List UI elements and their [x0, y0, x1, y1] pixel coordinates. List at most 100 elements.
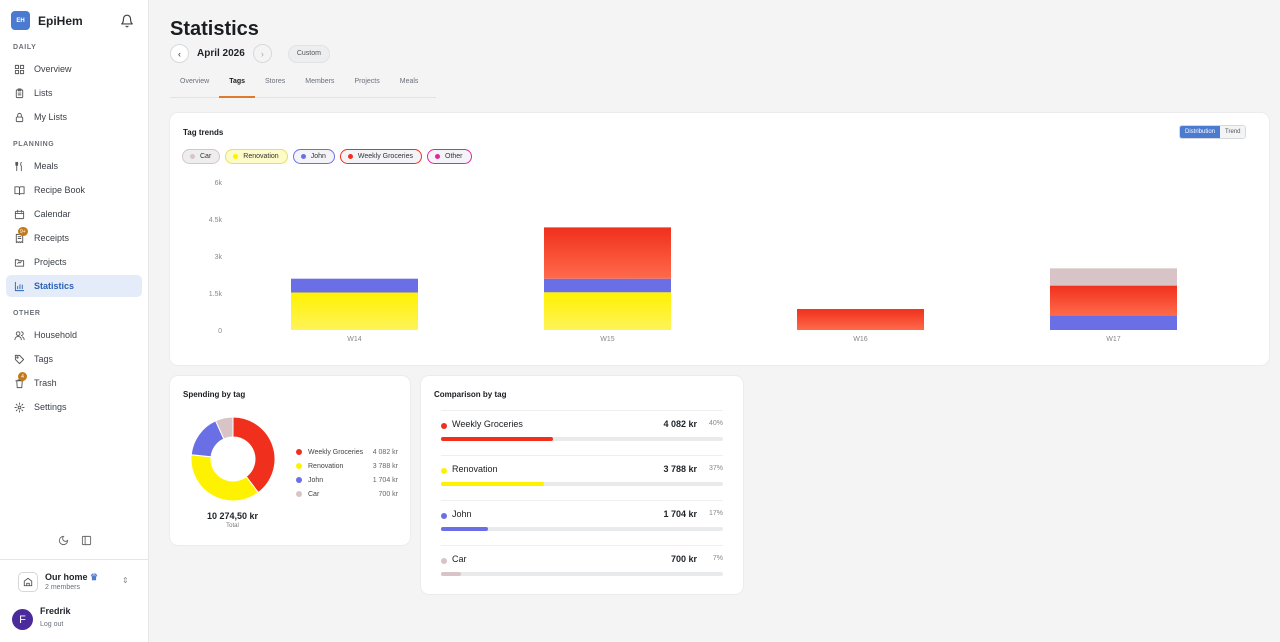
bar-segment-car-w17[interactable]: [1050, 268, 1177, 286]
avatar[interactable]: F: [12, 609, 33, 630]
tag-chip-john[interactable]: John: [292, 149, 335, 164]
sidebar-item-tags[interactable]: Tags: [6, 348, 142, 370]
bar-segment-weekly-groceries-w15[interactable]: [544, 227, 671, 279]
tag-chip-renovation[interactable]: Renovation: [225, 149, 288, 164]
theme-switcher: [58, 535, 92, 546]
sidebar-item-household[interactable]: Household: [6, 324, 142, 346]
legend-label: Renovation: [308, 462, 344, 470]
tag-chip-label: Other: [445, 153, 463, 160]
sidebar-item-label: Projects: [34, 257, 67, 267]
custom-period-button[interactable]: Custom: [287, 44, 330, 63]
tab-tags[interactable]: Tags: [219, 78, 256, 98]
distribution-toggle[interactable]: Distribution: [1180, 126, 1221, 138]
bar-segment-weekly-groceries-w17[interactable]: [1050, 285, 1177, 316]
sidebar-item-trash[interactable]: Trash 4: [6, 372, 142, 394]
bar-segment-renovation-w14[interactable]: [291, 292, 418, 330]
moon-icon[interactable]: [58, 535, 69, 546]
comparison-progress-fill: [441, 482, 545, 486]
sidebar-item-overview[interactable]: Overview: [6, 58, 142, 80]
comparison-progress-fill: [441, 527, 489, 531]
sidebar-item-meals[interactable]: Meals: [6, 155, 142, 177]
sidebar-item-lists[interactable]: Lists: [6, 82, 142, 104]
count-badge: 4: [18, 372, 27, 381]
bar-segment-john-w17[interactable]: [1050, 315, 1177, 330]
tag-chip-weekly-groceries[interactable]: Weekly Groceries: [339, 149, 422, 164]
chevron-left-icon: ‹: [178, 48, 181, 59]
legend-value: 3 788 kr: [372, 462, 398, 470]
donut-total: 10 274,50 kr: [206, 511, 259, 521]
donut-slice-weekly-groceries[interactable]: [232, 416, 276, 494]
stats-tabs: Overview Tags Stores Members Projects Meals: [170, 78, 436, 98]
sidebar-toggle-icon[interactable]: [81, 535, 92, 546]
sidebar-item-label: Overview: [34, 64, 72, 74]
tag-chip-label: Renovation: [243, 153, 279, 160]
users-icon: [14, 330, 25, 340]
comparison-row: Renovation 3 788 kr 37%: [441, 455, 723, 499]
y-tick-label: 4.5k: [209, 217, 223, 224]
comparison-percent: 17%: [708, 510, 723, 517]
spending-by-tag-card: Spending by tag Weekly Groceries 4 082 kr…: [170, 376, 410, 545]
comparison-row: Weekly Groceries 4 082 kr 40%: [441, 410, 723, 454]
prev-period-button[interactable]: ‹: [170, 44, 189, 63]
lock-icon: [15, 112, 24, 122]
tag-color-dot: [441, 558, 447, 564]
folder-icon: [14, 258, 25, 267]
section-label-daily: DAILY: [13, 44, 37, 51]
legend-item: Renovation 3 788 kr: [296, 459, 398, 473]
user-name: Fredrik: [40, 606, 71, 616]
donut-slice-renovation[interactable]: [190, 454, 259, 502]
tag-chip-label: Weekly Groceries: [357, 153, 413, 160]
sidebar-item-label: Trash: [34, 378, 57, 388]
comparison-amount: 700 kr: [670, 554, 697, 564]
next-period-button[interactable]: ›: [252, 44, 272, 63]
bar-segment-weekly-groceries-w16[interactable]: [797, 309, 924, 330]
period-selector: ‹ April 2026 › Custom: [170, 44, 330, 63]
tab-projects[interactable]: Projects: [354, 78, 380, 85]
bell-icon[interactable]: [120, 14, 134, 28]
tag-chip-car[interactable]: Car: [182, 149, 221, 164]
tab-members[interactable]: Members: [305, 78, 335, 85]
legend-color-dot: [296, 449, 302, 455]
sidebar-item-settings[interactable]: Settings: [6, 396, 142, 418]
comparison-tag-name: Renovation: [452, 464, 498, 474]
bar-segment-renovation-w15[interactable]: [544, 292, 671, 330]
y-tick-label: 1.5k: [209, 291, 223, 298]
logout-link[interactable]: Log out: [40, 621, 64, 628]
stacked-bar-chart: 0 1.5k 3k 4.5k 6k W14 W15 W16 W17: [209, 180, 1177, 343]
sidebar-item-label: Settings: [34, 402, 67, 412]
comparison-amount: 4 082 kr: [663, 419, 697, 429]
legend-value: 700 kr: [378, 490, 398, 498]
household-name[interactable]: Our home ♛: [45, 572, 98, 583]
sidebar-item-my-lists[interactable]: My Lists: [6, 106, 142, 128]
donut-slice-car[interactable]: [214, 416, 234, 440]
tag-color-dot: [190, 154, 195, 159]
y-tick-label: 3k: [215, 254, 223, 261]
spending-title: Spending by tag: [183, 390, 246, 399]
meal-icon: [15, 161, 22, 171]
trend-toggle[interactable]: Trend: [1220, 126, 1246, 138]
tab-meals[interactable]: Meals: [399, 78, 419, 85]
calendar-icon: [14, 209, 25, 219]
comparison-amount: 3 788 kr: [663, 464, 697, 474]
sidebar-item-statistics[interactable]: Statistics: [6, 275, 142, 297]
x-tick-label: W16: [853, 336, 868, 343]
tab-stores[interactable]: Stores: [265, 78, 286, 85]
brand[interactable]: EH EpiHem: [11, 11, 83, 30]
tab-overview[interactable]: Overview: [180, 78, 210, 85]
sidebar-item-projects[interactable]: Projects: [6, 251, 142, 273]
section-label-other: OTHER: [13, 310, 41, 317]
bar-segment-john-w15[interactable]: [544, 278, 671, 293]
legend-item: Car 700 kr: [296, 487, 398, 501]
tag-filter-chips: Car Renovation John Weekly Groceries Other: [182, 149, 472, 164]
bar-segment-john-w14[interactable]: [291, 278, 418, 293]
comparison-card: Comparison by tag Weekly Groceries 4 082 …: [421, 376, 743, 594]
chevron-right-icon: ›: [260, 48, 264, 59]
home-icon[interactable]: [18, 572, 38, 592]
chevron-updown-icon[interactable]: ⇕: [122, 576, 129, 585]
legend-item: Weekly Groceries 4 082 kr: [296, 445, 398, 459]
sidebar-item-recipe-book[interactable]: Recipe Book: [6, 179, 142, 201]
legend-color-dot: [296, 477, 302, 483]
tag-chip-other[interactable]: Other: [427, 149, 472, 164]
sidebar-item-receipts[interactable]: Receipts 9+: [6, 227, 142, 249]
sidebar-item-calendar[interactable]: Calendar: [6, 203, 142, 225]
